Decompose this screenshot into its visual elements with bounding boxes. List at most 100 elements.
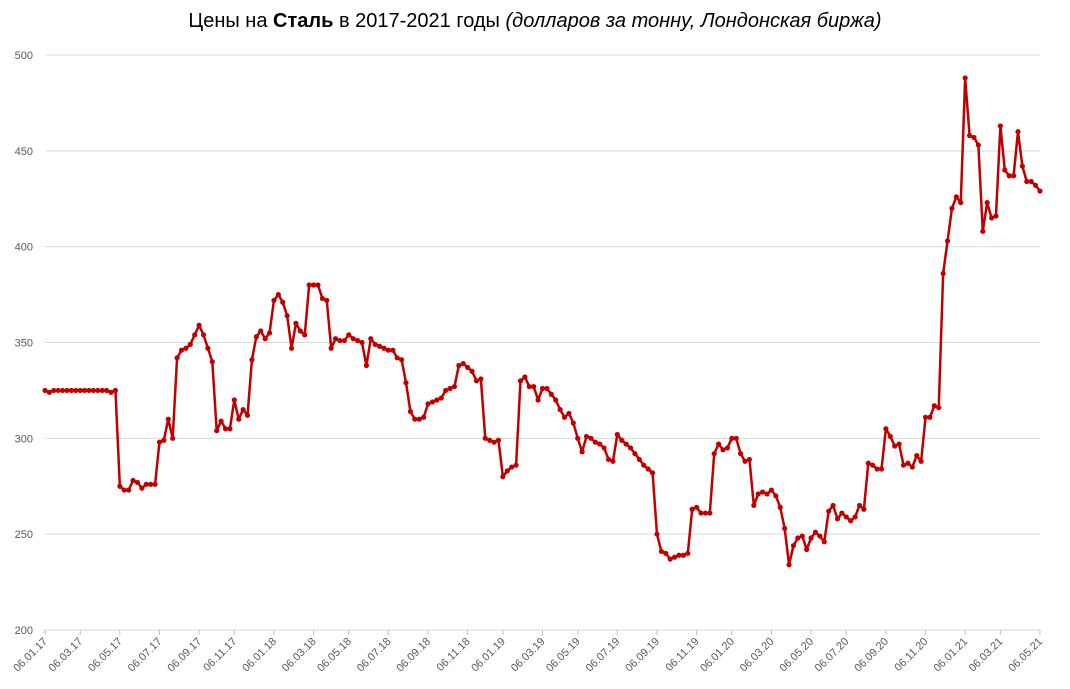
x-tick-label: 06.11.18 [435, 636, 473, 674]
point [830, 502, 836, 509]
point [465, 364, 471, 371]
point [676, 552, 682, 558]
point [896, 441, 902, 447]
point [288, 345, 295, 351]
point [839, 510, 845, 516]
point [249, 357, 255, 363]
point [271, 297, 277, 303]
point [1006, 173, 1012, 179]
x-tick-label: 06.05.20 [777, 636, 816, 675]
point [716, 441, 722, 447]
point [940, 270, 946, 277]
point [645, 466, 651, 472]
x-tick-label: 06.09.17 [165, 636, 204, 675]
point [214, 428, 220, 434]
point [685, 550, 691, 556]
point [702, 510, 708, 516]
point [482, 435, 488, 441]
point [156, 439, 163, 445]
point [619, 437, 625, 443]
point [46, 389, 53, 395]
point [826, 508, 832, 514]
y-tick-label: 400 [15, 242, 33, 254]
point [671, 554, 678, 560]
title-part: (долларов за тонну, Лондонская биржа) [506, 10, 882, 32]
point [689, 506, 695, 512]
point [126, 487, 132, 493]
point [509, 464, 515, 470]
point [944, 238, 951, 244]
point [161, 437, 167, 443]
point [319, 295, 325, 302]
point [878, 466, 885, 472]
point [588, 435, 594, 441]
point [165, 416, 171, 422]
point [738, 451, 744, 457]
point [958, 199, 964, 206]
point [429, 399, 436, 405]
point [988, 215, 995, 221]
x-tick-label: 06.11.19 [664, 636, 702, 674]
point [892, 443, 898, 449]
point [962, 75, 968, 81]
point [623, 441, 629, 447]
point [68, 387, 75, 394]
point [377, 343, 383, 349]
point [614, 431, 620, 438]
point [112, 387, 119, 394]
point [143, 481, 149, 487]
point [720, 447, 726, 453]
point [504, 468, 510, 474]
point [82, 387, 88, 394]
point [350, 336, 356, 342]
point [535, 397, 541, 403]
point [636, 456, 642, 463]
point [73, 387, 79, 394]
x-tick-label: 06.05.18 [315, 636, 354, 675]
point [971, 134, 977, 141]
point [817, 533, 823, 539]
point [610, 458, 616, 464]
point [513, 462, 519, 468]
point [768, 487, 775, 493]
point [557, 406, 563, 413]
point [597, 441, 603, 447]
point [332, 336, 339, 342]
point [64, 387, 70, 394]
x-tick-label: 06.03.17 [47, 636, 86, 675]
point [931, 403, 937, 409]
point [121, 487, 127, 493]
point [663, 550, 669, 556]
point [236, 416, 242, 422]
point [99, 387, 105, 394]
point [60, 387, 66, 394]
x-tick-label: 06.03.18 [280, 636, 319, 675]
point [548, 391, 554, 397]
point [905, 460, 911, 466]
point [425, 401, 431, 407]
point [821, 539, 827, 545]
x-tick-label: 06.01.21 [932, 636, 971, 675]
point [178, 347, 185, 353]
point [209, 359, 215, 365]
point [883, 426, 889, 432]
point [337, 337, 343, 344]
point [77, 387, 83, 394]
point [980, 228, 986, 234]
x-tick-label: 06.01.17 [11, 636, 50, 675]
x-tick-label: 06.01.20 [698, 636, 737, 675]
point [918, 458, 924, 464]
point [306, 282, 312, 288]
point [658, 548, 664, 555]
point [134, 479, 141, 486]
point [812, 529, 819, 535]
point [381, 345, 387, 351]
x-tick-label: 06.03.21 [967, 636, 1006, 675]
point [566, 410, 572, 417]
point [310, 282, 317, 288]
point [90, 387, 97, 394]
x-tick-label: 06.07.17 [126, 636, 165, 675]
point [583, 433, 590, 440]
point [346, 332, 352, 338]
